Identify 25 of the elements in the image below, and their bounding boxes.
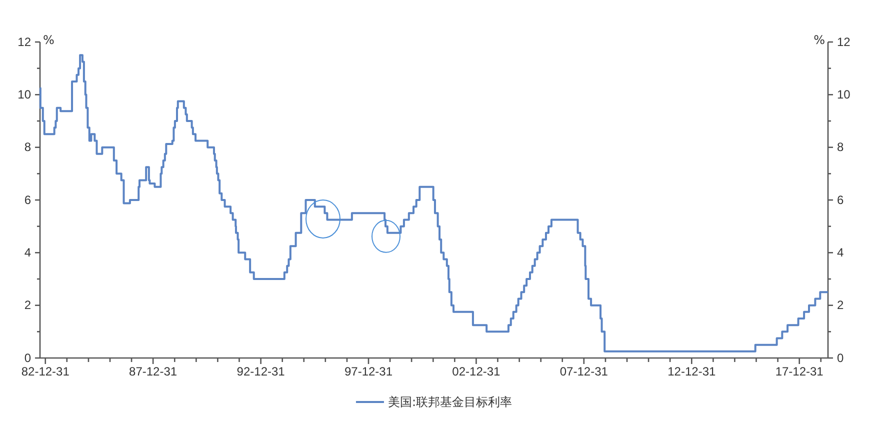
y2-tick-label: 8 xyxy=(837,140,844,154)
y-tick-label: 0 xyxy=(24,350,32,365)
y-axis-title: % xyxy=(43,33,54,47)
y-tick-label: 6 xyxy=(24,192,32,207)
x-tick-label: 17-12-31 xyxy=(775,364,824,379)
x-tick-label: 82-12-31 xyxy=(21,364,70,379)
y2-tick-label: 4 xyxy=(837,246,844,260)
x-tick-label: 87-12-31 xyxy=(129,364,178,379)
x-tick-label: 07-12-31 xyxy=(560,364,608,379)
x-tick-label: 97-12-31 xyxy=(344,364,393,379)
y2-tick-label: 6 xyxy=(837,192,844,207)
y2-tick-label: 12 xyxy=(837,34,851,49)
y2-tick-label: 0 xyxy=(837,350,844,365)
y-tick-label: 10 xyxy=(18,88,32,102)
legend-label: 美国:联邦基金目标利率 xyxy=(388,395,512,409)
y2-tick-label: 2 xyxy=(837,298,844,312)
x-tick-label: 02-12-31 xyxy=(452,364,501,379)
y-tick-label: 12 xyxy=(18,34,32,49)
y2-tick-label: 10 xyxy=(837,88,851,102)
y-tick-label: 8 xyxy=(24,140,32,154)
y-tick-label: 4 xyxy=(24,246,32,260)
x-tick-label: 92-12-31 xyxy=(236,364,286,379)
y2-axis-title: % xyxy=(814,33,825,47)
x-tick-label: 12-12-31 xyxy=(668,364,716,379)
y-tick-label: 2 xyxy=(24,298,32,312)
